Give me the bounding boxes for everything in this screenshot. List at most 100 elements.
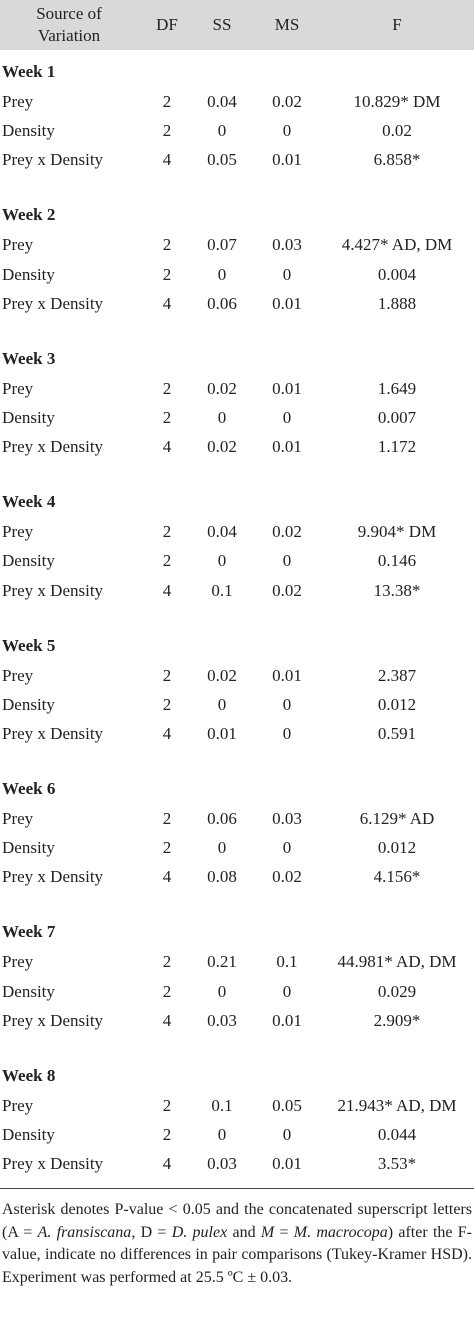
table-cell: 2.387 (377, 665, 417, 685)
table-cell: 0.02 (272, 867, 302, 887)
week-title: Week 1 (2, 62, 56, 81)
table-cell: 4 (162, 867, 172, 887)
table-cell: Prey x Density (2, 867, 104, 887)
table-cell: 0.012 (377, 694, 417, 714)
table-cell: 2 (162, 92, 172, 111)
table-cell: 0.02 (382, 121, 412, 141)
table-cell: 0.1 (211, 1095, 233, 1115)
table-cell: 2 (162, 264, 172, 284)
table-cell: 2 (162, 838, 172, 858)
table-cell: 0.03 (272, 235, 302, 255)
table-cell: 0.012 (377, 838, 417, 858)
footnote-text: ) after the F-value, indicate no differe… (2, 1223, 473, 1286)
table-cell: 6.129* AD (359, 809, 435, 828)
table-cell: Density (2, 1125, 55, 1144)
table-cell: 0.03 (207, 1010, 237, 1030)
table-cell: Prey (2, 522, 34, 542)
table-cell: 0.05 (207, 150, 237, 170)
week-title: Week 2 (2, 205, 56, 225)
table-cell: Prey (2, 235, 34, 255)
table-cell: 1.888 (377, 293, 417, 313)
table-cell: 0.01 (272, 150, 302, 170)
table-cell: 4 (162, 1154, 172, 1174)
table-cell: 4 (162, 724, 172, 743)
table-cell: 2 (162, 665, 172, 685)
table-cell: 0 (217, 408, 227, 427)
table-cell: 0 (282, 724, 292, 743)
week-title: Week 7 (2, 922, 56, 942)
table-cell: Prey x Density (2, 437, 104, 457)
table-cell: 0.01 (272, 665, 302, 685)
table-cell: Prey (2, 809, 34, 828)
table-cell: Prey (2, 92, 34, 111)
table-cell: 2 (162, 809, 172, 828)
table-cell: 0 (282, 694, 292, 714)
table-cell: 2 (162, 551, 172, 571)
table-cell: 44.981* AD, DM (337, 952, 457, 972)
table-cell: Density (2, 408, 55, 427)
table-cell: 0 (282, 264, 292, 284)
table-cell: Prey x Density (2, 1010, 104, 1030)
table-cell: 0.04 (207, 522, 237, 542)
table-cell: Prey x Density (2, 1154, 104, 1174)
table-cell: 4 (162, 580, 172, 600)
table-cell: 4 (162, 150, 172, 170)
footnote-text: , D = (131, 1223, 172, 1241)
table-cell: Prey x Density (2, 724, 104, 743)
header-cell: MS (274, 15, 300, 34)
table-cell: 0.05 (272, 1095, 302, 1115)
table-cell: 2 (162, 981, 172, 1001)
table-cell: Density (2, 551, 55, 571)
table-cell: 0 (217, 694, 227, 714)
table-cell: 0.1 (211, 580, 233, 600)
table-cell: 0.01 (272, 378, 302, 398)
table-cell: 0 (282, 1125, 292, 1144)
table-cell: 2 (162, 378, 172, 398)
table-cell: 0.07 (207, 235, 237, 255)
table-cell: 1.649 (377, 378, 417, 398)
table-cell: Prey (2, 1095, 34, 1115)
week-title: Week 5 (2, 635, 56, 655)
table-cell: 2 (162, 522, 172, 542)
week-title: Week 3 (2, 348, 56, 368)
table-cell: 0 (282, 121, 292, 141)
table-cell: 4 (162, 1010, 172, 1030)
footnote-text: M (260, 1223, 275, 1241)
table-cell: 0.21 (207, 952, 237, 972)
table-cell: 0 (282, 408, 292, 427)
table-cell: 0.02 (272, 580, 302, 600)
table-cell: 21.943* AD, DM (337, 1095, 457, 1115)
anova-table: Source of Variation DF SS MS F Week 1 Prey 2 0.… (0, 0, 474, 1189)
table-cell: 0.06 (207, 809, 237, 828)
table-cell: 0.01 (272, 1154, 302, 1174)
table-cell: 1.172 (377, 437, 417, 457)
table-cell: 0 (282, 981, 292, 1001)
week-title: Week 4 (2, 492, 56, 512)
header-cell: SS (212, 15, 232, 34)
table-cell: 0.029 (377, 981, 417, 1001)
header-cell: DF (156, 15, 178, 34)
table-cell: 0.02 (207, 378, 237, 398)
table-cell: 0 (282, 551, 292, 571)
table-cell: 0.007 (377, 408, 417, 427)
table-cell: 0.01 (272, 1010, 302, 1030)
footnote-text: D. pulex (171, 1223, 228, 1241)
header-cell: F (392, 15, 402, 34)
footnote-text: A. fransiscana (37, 1223, 132, 1241)
footnote-text: M. macrocopa (293, 1223, 388, 1241)
table-cell: Prey (2, 378, 34, 398)
table-cell: 13.38* (373, 580, 421, 600)
week-title: Week 8 (2, 1065, 56, 1085)
table-cell: Density (2, 121, 55, 141)
table-cell: Density (2, 981, 55, 1001)
table-cell: 0.591 (377, 724, 417, 743)
table-cell: 2 (162, 694, 172, 714)
table-cell: 0.01 (272, 293, 302, 313)
table-cell: 0.06 (207, 293, 237, 313)
table-cell: 6.858* (373, 150, 421, 170)
table-cell: 4 (162, 293, 172, 313)
table-cell: 10.829* DM (353, 92, 441, 111)
header-cell: Source of Variation (36, 4, 102, 45)
table-cell: 0.08 (207, 867, 237, 887)
